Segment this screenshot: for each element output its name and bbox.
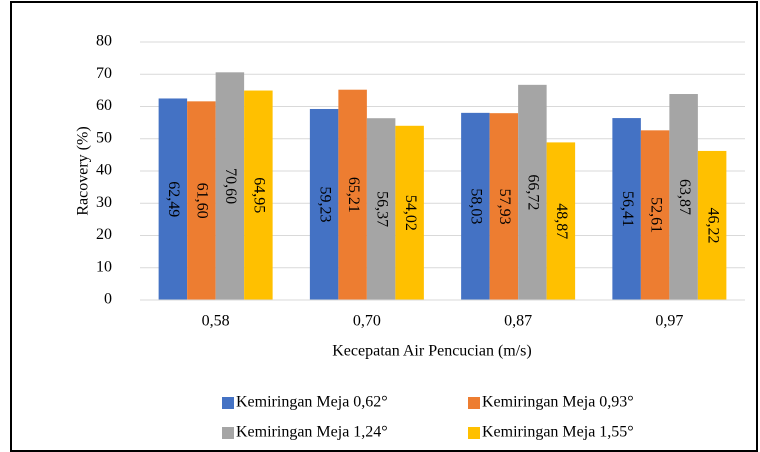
legend-swatch xyxy=(222,427,234,439)
x-axis-label: Kecepatan Air Pencucian (m/s) xyxy=(332,343,531,360)
legend-label: Kemiringan Meja 0,93° xyxy=(482,394,634,411)
legend-swatch xyxy=(222,397,234,409)
legend-label: Kemiringan Meja 0,62° xyxy=(236,394,388,411)
value-label: 48,87 xyxy=(553,203,570,239)
bar xyxy=(461,112,490,301)
bar xyxy=(338,89,367,300)
bar xyxy=(187,101,216,300)
value-label: 61,60 xyxy=(194,183,211,219)
y-tick-label: 20 xyxy=(96,226,112,243)
value-label: 52,61 xyxy=(647,197,664,233)
y-axis-label: Racovery (%) xyxy=(75,126,92,215)
bar xyxy=(546,142,576,300)
y-tick-label: 80 xyxy=(96,33,112,50)
bar xyxy=(395,125,424,301)
y-tick-label: 50 xyxy=(96,129,112,146)
x-tick-label: 0,87 xyxy=(504,313,532,330)
y-tick-label: 70 xyxy=(96,65,112,82)
x-tick-label: 0,58 xyxy=(202,313,230,330)
value-label: 57,93 xyxy=(496,189,513,225)
bar xyxy=(215,72,245,300)
value-label: 66,72 xyxy=(525,174,542,210)
value-label: 46,22 xyxy=(704,207,721,243)
x-tick-label: 0,97 xyxy=(655,313,683,330)
y-tick-label: 30 xyxy=(96,194,112,211)
legend-swatch xyxy=(468,427,480,439)
bar xyxy=(640,130,670,300)
bar xyxy=(612,118,641,300)
value-label: 62,49 xyxy=(165,181,182,217)
y-tick-label: 60 xyxy=(96,97,112,114)
bar xyxy=(366,118,396,300)
value-label: 63,87 xyxy=(676,179,693,215)
bar xyxy=(489,113,519,300)
y-tick-label: 40 xyxy=(96,162,112,179)
value-label: 59,23 xyxy=(316,186,333,222)
bar xyxy=(669,94,698,300)
bar xyxy=(697,150,727,300)
value-label: 54,02 xyxy=(402,195,419,231)
value-label: 58,03 xyxy=(468,188,485,224)
value-label: 56,41 xyxy=(619,191,636,227)
bar xyxy=(158,98,188,300)
legend-label: Kemiringan Meja 1,55° xyxy=(482,424,634,441)
bar xyxy=(518,84,547,300)
legend-swatch xyxy=(468,397,480,409)
value-label: 64,95 xyxy=(251,177,268,213)
value-label: 70,60 xyxy=(222,168,239,204)
legend-label: Kemiringan Meja 1,24° xyxy=(236,424,388,441)
bar xyxy=(309,108,339,301)
value-label: 56,37 xyxy=(373,191,390,227)
value-label: 65,21 xyxy=(345,177,362,213)
y-tick-label: 0 xyxy=(104,291,112,308)
bar xyxy=(244,90,273,300)
y-tick-label: 10 xyxy=(96,258,112,275)
x-tick-label: 0,70 xyxy=(353,313,381,330)
